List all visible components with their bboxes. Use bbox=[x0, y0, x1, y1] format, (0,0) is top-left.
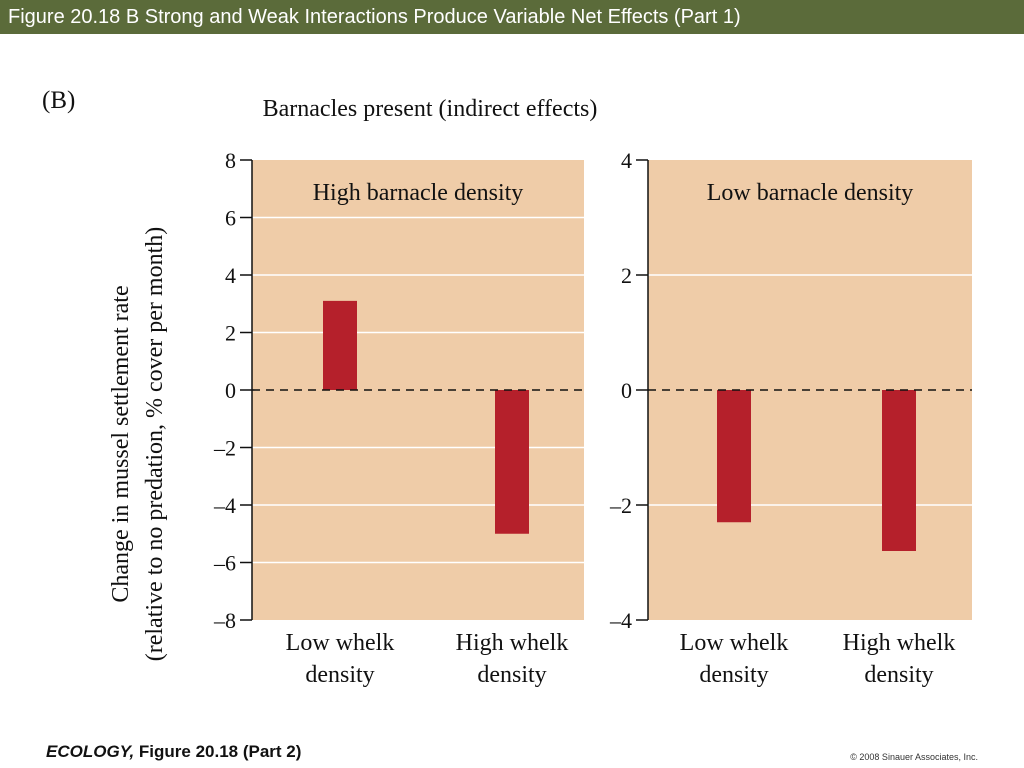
x-category-label: density bbox=[699, 662, 768, 688]
bar bbox=[717, 390, 751, 523]
footer-citation: ECOLOGY, Figure 20.18 (Part 2) bbox=[46, 742, 301, 762]
y-tick-label: 4 bbox=[621, 148, 632, 173]
y-tick-label: –4 bbox=[213, 493, 236, 518]
x-category-label: density bbox=[477, 662, 546, 688]
y-tick-label: –2 bbox=[213, 436, 236, 461]
y-tick-label: 6 bbox=[225, 206, 236, 231]
y-tick-label: 4 bbox=[225, 263, 236, 288]
y-tick-label: 0 bbox=[225, 378, 236, 403]
title-bar: Figure 20.18 B Strong and Weak Interacti… bbox=[0, 0, 1024, 34]
footer-book: ECOLOGY, bbox=[46, 742, 135, 761]
slide-title: Figure 20.18 B Strong and Weak Interacti… bbox=[8, 6, 741, 28]
x-category-label: density bbox=[864, 662, 933, 688]
footer-copyright: © 2008 Sinauer Associates, Inc. bbox=[850, 752, 978, 762]
figure-svg: (B) Barnacles present (indirect effects)… bbox=[42, 87, 972, 688]
chart-panel-high-barnacle: 8 6 4 2 0 –2 –4 –6 –8 High barnacle density Low wh… bbox=[213, 148, 584, 688]
chart-panel-low-barnacle: 4 2 0 –2 –4 Low barnacle density Low whelk dens… bbox=[609, 148, 972, 688]
x-category-label: High whelk bbox=[843, 630, 956, 656]
x-category-label: Low whelk bbox=[286, 630, 395, 656]
panel-title: Low barnacle density bbox=[707, 180, 914, 206]
footer-figure: Figure 20.18 (Part 2) bbox=[134, 742, 302, 761]
x-category-label: High whelk bbox=[456, 630, 569, 656]
x-category-label: density bbox=[305, 662, 374, 688]
y-tick-label: 2 bbox=[621, 263, 632, 288]
y-axis-label-line2: (relative to no predation, % cover per m… bbox=[142, 227, 168, 662]
y-axis-label-line1: Change in mussel settlement rate bbox=[108, 285, 134, 602]
y-tick-label: 8 bbox=[225, 148, 236, 173]
bar bbox=[495, 390, 529, 534]
y-tick-label: –4 bbox=[609, 608, 632, 633]
y-tick-label: –6 bbox=[213, 551, 236, 576]
bar bbox=[882, 390, 916, 551]
panel-title: High barnacle density bbox=[313, 180, 524, 206]
y-tick-label: –2 bbox=[609, 493, 632, 518]
y-tick-label: –8 bbox=[213, 608, 236, 633]
panel-label: (B) bbox=[42, 87, 75, 114]
top-label: Barnacles present (indirect effects) bbox=[263, 96, 598, 122]
bar bbox=[323, 300, 357, 390]
x-category-label: Low whelk bbox=[680, 630, 789, 656]
y-tick-label: 0 bbox=[621, 378, 632, 403]
y-tick-label: 2 bbox=[225, 321, 236, 346]
